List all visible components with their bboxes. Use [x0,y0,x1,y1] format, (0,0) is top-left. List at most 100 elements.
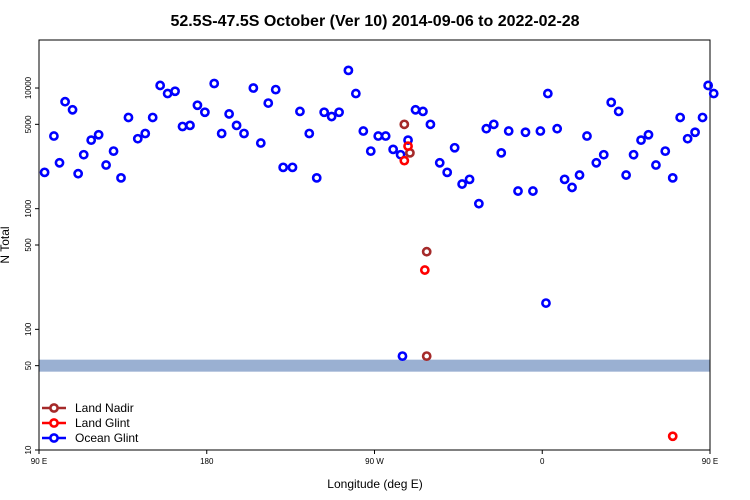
ocean-glint-point [464,174,475,185]
ocean-glint-point [147,112,158,123]
ocean-glint-point [49,131,59,141]
ocean-glint-point [185,120,195,131]
x-tick-label: 90 E [31,457,47,466]
x-tick-label: 180 [200,457,214,466]
ocean-glint-point [542,88,553,99]
ocean-glint-point [667,172,678,183]
land-nadir-point [421,246,432,257]
ocean-glint-point [239,128,249,139]
y-tick-label: 500 [24,238,33,252]
ocean-glint-point [682,133,693,144]
ocean-glint-point [86,135,97,146]
ocean-glint-point [425,119,436,130]
ocean-glint-point [513,186,523,196]
ocean-glint-point [278,162,289,173]
land-nadir-point [421,351,432,362]
legend-marker [49,418,59,428]
ocean-glint-point [591,157,602,168]
land-glint-point [403,141,413,152]
ocean-glint-point [123,112,134,123]
ocean-glint-point [248,83,259,93]
ocean-glint-point [457,179,468,189]
legend-label: Ocean Glint [75,431,139,445]
ocean-glint-point [528,186,538,196]
ocean-glint-point [559,174,570,185]
ocean-glint-point [541,298,551,308]
land-glint-point [399,155,410,166]
legend-label: Land Glint [75,416,130,430]
axes: 90 E 180 90 W 0 90 E 10 50 100 500 1000 5000 10000 [24,39,718,466]
ocean-glint-point [418,106,428,117]
ocean-glint-point [660,146,671,157]
ocean-glint-point [78,149,89,160]
chart-title: 52.5S-47.5S October (Ver 10) 2014-09-06 … [170,13,579,30]
ocean-glint-point [224,109,235,119]
y-tick-label: 10000 [24,76,33,99]
ocean-glint-point [388,144,399,155]
y-tick-label: 10 [24,445,33,454]
ocean-glint-point [326,111,337,122]
ocean-glint-point [358,126,369,136]
threshold-band [39,359,710,372]
ocean-glint-point [397,351,408,362]
ocean-glint-point [636,135,646,146]
ocean-glint-point [675,112,686,123]
legend-item-ocean-glint: Ocean Glint [42,431,139,445]
ocean-glint-point [67,104,78,115]
y-tick-label: 5000 [24,115,33,133]
ocean-glint-point [535,126,546,136]
ocean-glint-point [365,146,376,157]
ocean-glint-point [621,170,632,180]
ocean-glint-point [116,172,126,183]
ocean-glint-point [373,131,384,141]
y-tick-label: 1000 [24,199,33,217]
ocean-glint-point [108,146,119,157]
ocean-glint-point [216,128,227,139]
ocean-glint-point [231,120,242,131]
ocean-glint-point [263,98,274,108]
legend-label: Land Nadir [75,401,134,415]
ocean-glint-point [449,142,460,153]
x-tick-label: 0 [540,457,545,466]
x-tick-label: 90 E [702,457,718,466]
ocean-glint-point [270,84,281,95]
data-points [39,65,719,442]
ocean-glint-point [380,131,391,141]
ocean-glint-point [442,167,453,178]
ocean-glint-point [255,138,266,148]
ocean-glint-point [140,128,151,139]
y-tick-label: 100 [24,322,33,336]
ocean-glint-point [132,133,143,144]
ocean-glint-point [552,123,563,134]
ocean-glint-point [304,128,315,139]
ocean-glint-point [209,78,220,89]
ocean-glint-point [311,172,322,183]
ocean-glint-point [287,162,298,173]
threshold-band-layer [39,359,710,372]
ocean-glint-point [319,107,330,118]
plot-frame [38,39,711,451]
ocean-glint-point [93,129,104,140]
ocean-glint-point [192,100,203,111]
ocean-glint-point [496,147,507,158]
land-glint-point [667,431,678,442]
ocean-glint-point [703,80,714,91]
legend-item-land-glint: Land Glint [42,416,130,430]
ocean-glint-point [697,112,708,123]
ocean-glint-point [334,107,344,118]
ocean-glint-point [582,131,592,141]
y-axis-label: N Total [0,226,12,263]
legend-marker [49,433,59,443]
ocean-glint-point [651,160,661,170]
ocean-glint-point [177,121,188,132]
ocean-glint-point [60,96,70,107]
ocean-glint-point [503,126,514,136]
ocean-glint-point [199,107,210,118]
ocean-glint-point [350,88,361,99]
ocean-glint-point [101,160,111,170]
ocean-glint-point [567,182,577,193]
ocean-glint-point [598,149,609,160]
ocean-glint-point [481,123,492,134]
